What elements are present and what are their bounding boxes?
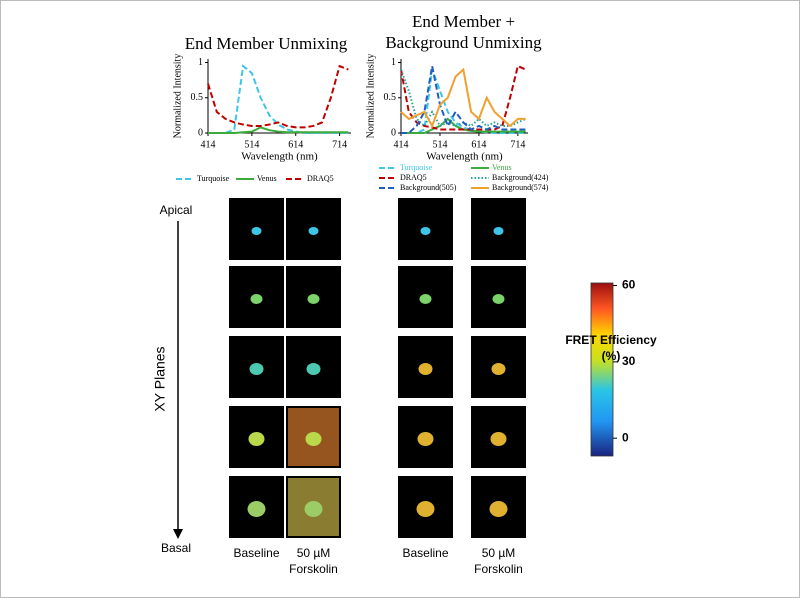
y-tick-label: 0.5 — [384, 92, 397, 103]
top-label: Apical — [160, 203, 193, 217]
series-line — [400, 64, 527, 131]
y-tick-label: 0 — [391, 127, 396, 138]
chart-title: End Member Unmixing — [184, 34, 348, 53]
cell-blob — [250, 294, 263, 304]
series-line — [208, 126, 349, 134]
arrow-head — [173, 529, 183, 539]
cell-blob — [419, 294, 432, 304]
column-label: Baseline — [233, 546, 280, 560]
colorbar-tick-label: 60 — [622, 278, 636, 292]
x-axis-label: Wavelength (nm) — [241, 151, 318, 163]
cell-blob — [490, 432, 507, 446]
legend-label: Turquoise — [400, 163, 433, 172]
column-label: 50 µM Forskolin — [474, 546, 523, 576]
series-line — [207, 64, 349, 129]
y-tick-label: 1 — [198, 57, 203, 68]
series-line — [401, 69, 526, 134]
legend-label: Turquoise — [197, 174, 230, 183]
colorbar-tick-label: 0 — [622, 430, 629, 444]
y-tick-label: 0 — [198, 127, 203, 138]
y-axis-label: Normalized Intensity — [365, 54, 376, 139]
axis-label: XY Planes — [152, 346, 168, 411]
y-tick-label: 0.5 — [191, 92, 204, 103]
cell-blob — [306, 363, 321, 375]
chart-title: End Member + Background Unmixing — [385, 12, 542, 52]
cell-blob — [248, 432, 265, 446]
cell-blob — [249, 363, 264, 375]
legend-label: DRAQ5 — [400, 173, 427, 182]
cell-blob — [416, 501, 435, 517]
legend-label: Venus — [492, 163, 512, 172]
x-tick-label: 514 — [432, 139, 447, 150]
cell-blob — [307, 294, 320, 304]
cell-blob — [251, 227, 262, 235]
y-axis-label: Normalized Intensity — [172, 54, 183, 139]
x-tick-label: 714 — [332, 139, 347, 150]
x-tick-label: 414 — [394, 139, 409, 150]
cell-blob — [417, 432, 434, 446]
series-line — [401, 65, 526, 134]
cell-blob — [493, 227, 504, 235]
legend-label: Background(505) — [400, 183, 457, 192]
x-axis-label: Wavelength (nm) — [426, 151, 503, 163]
column-label: Baseline — [402, 546, 449, 560]
colorbar — [590, 282, 614, 457]
legend-label: Background(574) — [492, 183, 549, 192]
cell-blob — [418, 363, 433, 375]
series-line — [400, 69, 527, 128]
colorbar-tick-label: 30 — [622, 354, 636, 368]
x-tick-label: 714 — [510, 139, 525, 150]
legend-label: Background(424) — [492, 173, 549, 182]
cell-blob — [420, 227, 431, 235]
x-tick-label: 614 — [471, 139, 486, 150]
column-label: 50 µM Forskolin — [289, 546, 338, 576]
series-line — [400, 67, 526, 129]
x-tick-label: 614 — [288, 139, 303, 150]
cell-blob — [305, 432, 322, 446]
x-tick-label: 514 — [244, 139, 259, 150]
cell-blob — [492, 294, 505, 304]
legend-label: DRAQ5 — [307, 174, 334, 183]
cell-blob — [491, 363, 506, 375]
cell-blob — [308, 227, 319, 235]
cell-blob — [247, 501, 266, 517]
legend-label: Venus — [257, 174, 277, 183]
cell-blob — [489, 501, 508, 517]
y-tick-label: 1 — [391, 57, 396, 68]
colorbar-title: FRET Efficiency (%) — [565, 333, 657, 363]
bottom-label: Basal — [161, 541, 191, 555]
cell-blob — [304, 501, 323, 517]
x-tick-label: 414 — [201, 139, 216, 150]
